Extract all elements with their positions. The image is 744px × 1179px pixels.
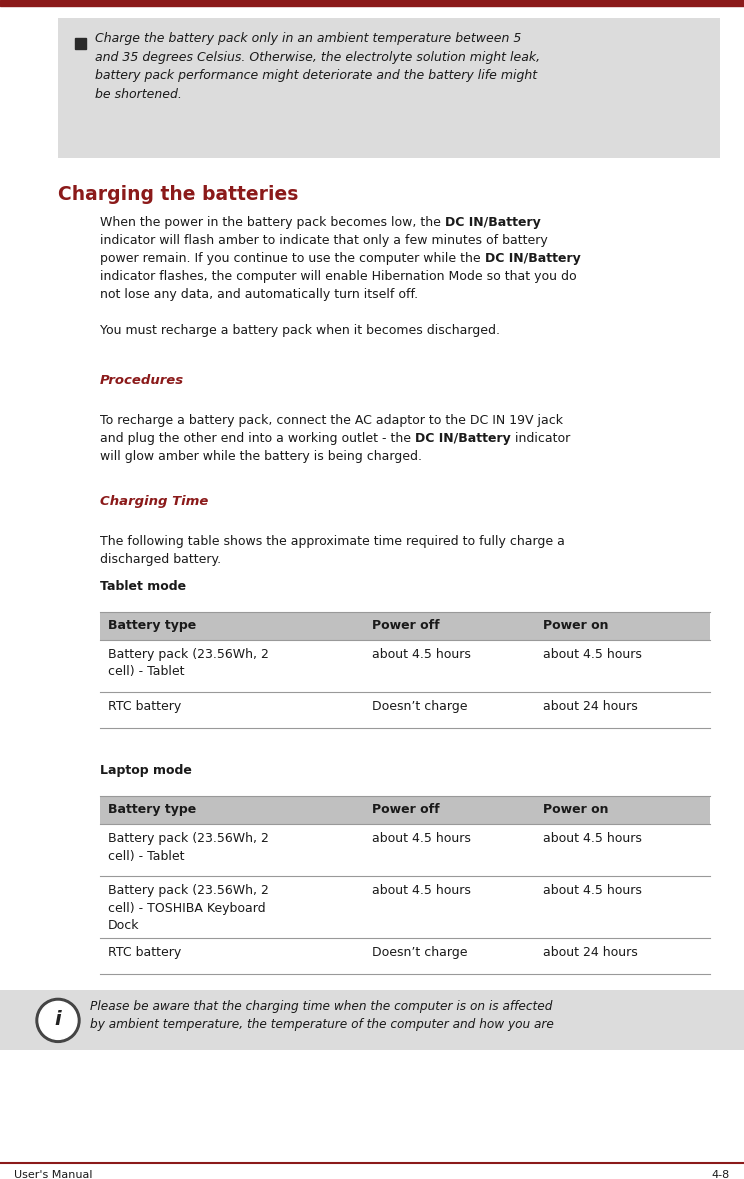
Bar bbox=[100, 612, 710, 640]
Bar bbox=[100, 938, 710, 974]
Text: Battery pack (23.56Wh, 2
cell) - Tablet: Battery pack (23.56Wh, 2 cell) - Tablet bbox=[108, 648, 269, 678]
Text: Doesn’t charge: Doesn’t charge bbox=[372, 947, 467, 960]
Text: about 4.5 hours: about 4.5 hours bbox=[372, 832, 471, 845]
Text: Doesn’t charge: Doesn’t charge bbox=[372, 700, 467, 713]
Text: Charging Time: Charging Time bbox=[100, 495, 208, 508]
Text: Battery pack (23.56Wh, 2
cell) - Tablet: Battery pack (23.56Wh, 2 cell) - Tablet bbox=[108, 832, 269, 863]
Text: 4-8: 4-8 bbox=[712, 1170, 730, 1179]
Text: Charge the battery pack only in an ambient temperature between 5
and 35 degrees : Charge the battery pack only in an ambie… bbox=[95, 32, 540, 100]
Text: about 24 hours: about 24 hours bbox=[543, 947, 638, 960]
Text: DC IN/Battery: DC IN/Battery bbox=[484, 252, 580, 265]
Text: DC IN/Battery: DC IN/Battery bbox=[415, 432, 510, 444]
Bar bbox=[0, 0, 744, 6]
Text: Battery type: Battery type bbox=[108, 619, 196, 632]
Text: Power on: Power on bbox=[543, 619, 609, 632]
Text: Power off: Power off bbox=[372, 803, 440, 816]
Text: and plug the other end into a working outlet - the: and plug the other end into a working ou… bbox=[100, 432, 415, 444]
Text: will glow amber while the battery is being charged.: will glow amber while the battery is bei… bbox=[100, 450, 422, 463]
Bar bbox=[100, 876, 710, 938]
Bar bbox=[0, 990, 744, 1050]
Text: Charging the batteries: Charging the batteries bbox=[58, 185, 298, 204]
Bar bbox=[75, 38, 86, 50]
Text: Battery type: Battery type bbox=[108, 803, 196, 816]
Text: Procedures: Procedures bbox=[100, 375, 184, 388]
Text: indicator: indicator bbox=[510, 432, 570, 444]
Bar bbox=[100, 824, 710, 876]
Text: power remain. If you continue to use the computer while the: power remain. If you continue to use the… bbox=[100, 252, 484, 265]
Text: discharged battery.: discharged battery. bbox=[100, 553, 221, 566]
Text: When the power in the battery pack becomes low, the: When the power in the battery pack becom… bbox=[100, 216, 445, 229]
Text: about 24 hours: about 24 hours bbox=[543, 700, 638, 713]
Text: Power off: Power off bbox=[372, 619, 440, 632]
Text: about 4.5 hours: about 4.5 hours bbox=[543, 884, 642, 897]
Circle shape bbox=[36, 999, 80, 1042]
Text: User's Manual: User's Manual bbox=[14, 1170, 92, 1179]
Bar bbox=[100, 796, 710, 824]
Text: about 4.5 hours: about 4.5 hours bbox=[543, 832, 642, 845]
Text: RTC battery: RTC battery bbox=[108, 700, 182, 713]
Text: You must recharge a battery pack when it becomes discharged.: You must recharge a battery pack when it… bbox=[100, 324, 500, 337]
Bar bbox=[100, 692, 710, 727]
Text: The following table shows the approximate time required to fully charge a: The following table shows the approximat… bbox=[100, 534, 565, 547]
Text: DC IN/Battery: DC IN/Battery bbox=[445, 216, 541, 229]
Text: about 4.5 hours: about 4.5 hours bbox=[372, 648, 471, 661]
Bar bbox=[58, 18, 720, 158]
Text: Battery pack (23.56Wh, 2
cell) - TOSHIBA Keyboard
Dock: Battery pack (23.56Wh, 2 cell) - TOSHIBA… bbox=[108, 884, 269, 933]
Text: about 4.5 hours: about 4.5 hours bbox=[543, 648, 642, 661]
Text: indicator flashes, the computer will enable Hibernation Mode so that you do: indicator flashes, the computer will ena… bbox=[100, 270, 577, 283]
Text: not lose any data, and automatically turn itself off.: not lose any data, and automatically tur… bbox=[100, 288, 418, 301]
Text: Power on: Power on bbox=[543, 803, 609, 816]
Bar bbox=[100, 640, 710, 692]
Text: i: i bbox=[55, 1010, 61, 1029]
Text: Please be aware that the charging time when the computer is on is affected
by am: Please be aware that the charging time w… bbox=[90, 1001, 554, 1032]
Text: To recharge a battery pack, connect the AC adaptor to the DC IN 19V jack: To recharge a battery pack, connect the … bbox=[100, 414, 563, 427]
Circle shape bbox=[39, 1001, 77, 1040]
Text: about 4.5 hours: about 4.5 hours bbox=[372, 884, 471, 897]
Text: indicator will flash amber to indicate that only a few minutes of battery: indicator will flash amber to indicate t… bbox=[100, 233, 548, 246]
Text: Laptop mode: Laptop mode bbox=[100, 764, 192, 777]
Text: RTC battery: RTC battery bbox=[108, 947, 182, 960]
Text: Tablet mode: Tablet mode bbox=[100, 580, 186, 593]
